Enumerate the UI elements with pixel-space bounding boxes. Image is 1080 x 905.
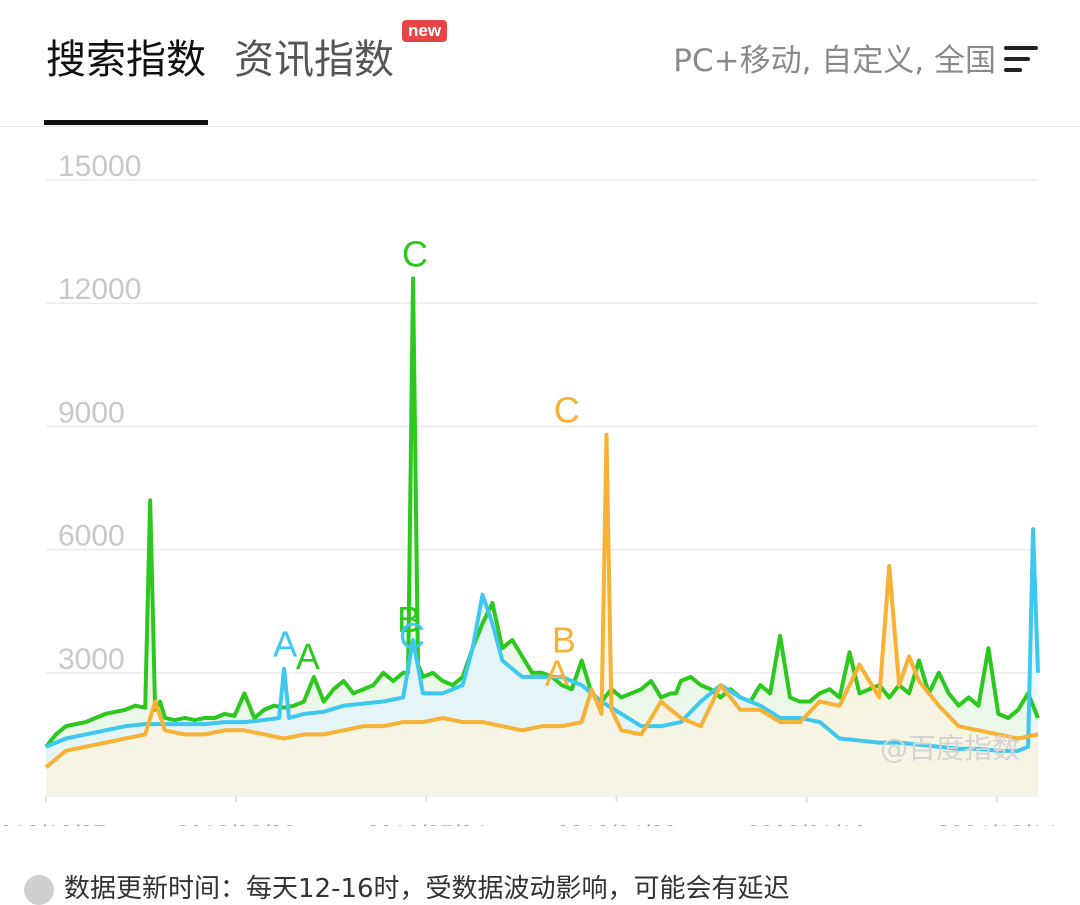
x-tick-label: 2010/12/27 [0,821,106,826]
annotation-label: A [545,652,569,693]
info-icon [24,874,54,905]
trend-chart-svg: 3000 6000 9000 12000 15000 2010/12/27 2013/09/… [0,150,1057,826]
y-tick-label: 15000 [58,150,141,183]
y-tick-label: 9000 [58,396,125,429]
annotation-label: B [397,599,421,640]
annotation-label: C [402,233,428,274]
footer-text: 数据更新时间：每天12-16时，受数据波动影响，可能会有延迟 [64,874,790,904]
annotation-label: B [552,619,576,660]
annotation-label: C [554,390,580,431]
x-tick-label: 2022/01/10 [747,821,867,826]
filter-menu-icon[interactable] [1004,44,1038,78]
x-tick-label: 2024/10/14 [937,821,1057,826]
tab-news-index[interactable]: 资讯指数 [234,37,394,83]
footer-note: 数据更新时间：每天12-16时，受数据波动影响，可能会有延迟 [24,868,790,905]
x-tick-label: 2019/04/08 [556,821,676,826]
series-area-2 [46,434,1038,796]
filter-summary[interactable]: PC+移动, 自定义, 全国 [673,43,996,79]
x-tick-label: 2016/07/04 [366,821,486,826]
series-line-2 [44,432,1039,769]
series-line-0 [44,276,1040,748]
series-line-1 [45,527,1040,753]
new-badge: new [402,20,448,42]
index-tab-bar: 搜索指数 资讯指数 new PC+移动, 自定义, 全国 [0,0,1080,127]
y-tick-label: 12000 [58,273,141,306]
active-tab-indicator [44,120,208,125]
y-tick-label: 3000 [58,643,125,676]
x-tick-label: 2013/09/30 [176,821,296,826]
y-tick-label: 6000 [58,520,125,553]
watermark: @百度指数 [880,732,1020,765]
annotation-label: A [296,636,320,677]
trend-chart: 3000 6000 9000 12000 15000 2010/12/27 2013/09/… [0,126,1080,826]
annotation-label: A [273,624,297,665]
annotation-label: C [399,615,425,656]
tab-search-index[interactable]: 搜索指数 [46,37,206,83]
